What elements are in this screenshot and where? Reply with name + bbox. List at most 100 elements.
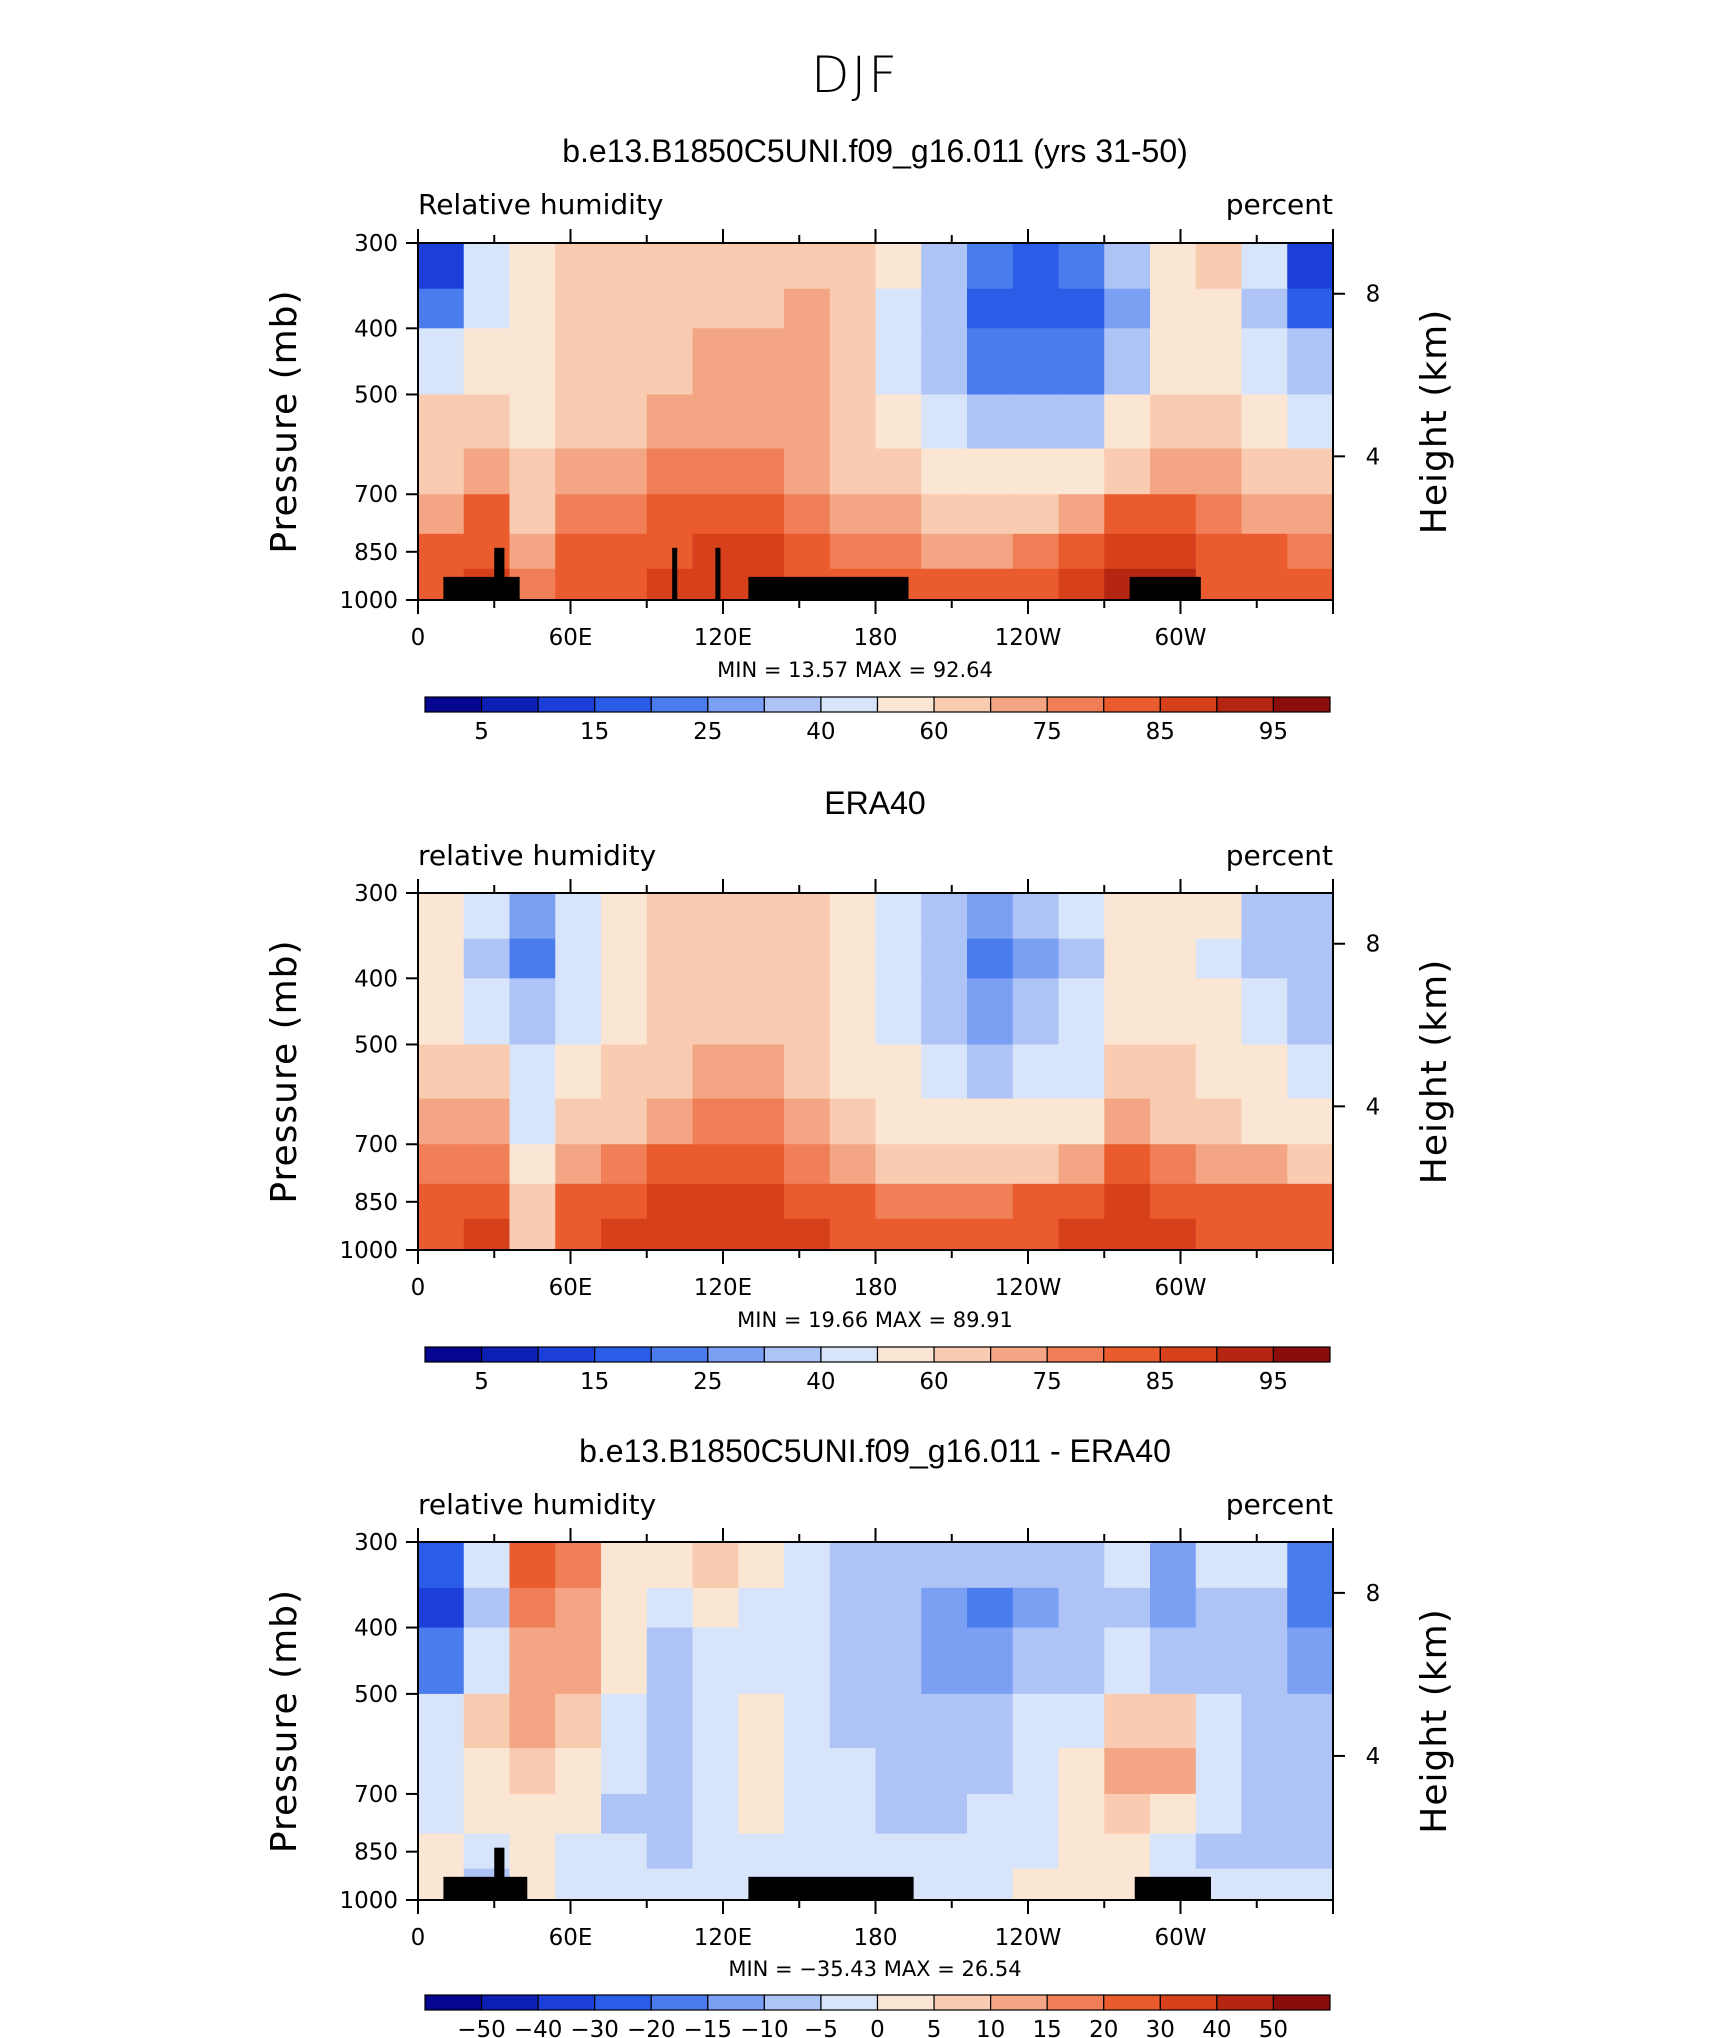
field-cell xyxy=(875,1183,922,1220)
field-cell xyxy=(967,448,1014,495)
field-cell xyxy=(1241,1587,1288,1629)
field-cell xyxy=(738,938,785,979)
field-cell xyxy=(1058,978,1105,1046)
y-tick-label: 500 xyxy=(354,1032,398,1058)
field-cell xyxy=(601,394,648,450)
field-cell xyxy=(463,1183,511,1220)
field-cell xyxy=(967,568,1014,601)
field-cell xyxy=(1012,288,1060,329)
field-cell xyxy=(829,1542,877,1589)
field-cell xyxy=(967,1748,1014,1795)
field-cell xyxy=(921,1833,968,1870)
field-cell xyxy=(418,938,465,979)
field-cell xyxy=(418,1793,465,1835)
field-cell xyxy=(1241,1868,1288,1901)
panel-2-colorbar: 5 15 25 40 60 75 85 95 xyxy=(424,1346,1331,1395)
field-cell xyxy=(1058,243,1105,290)
field-cell xyxy=(1287,494,1334,535)
field-cell xyxy=(829,1044,877,1100)
field-cell xyxy=(646,1183,694,1220)
field-cell xyxy=(875,938,922,979)
land-mask xyxy=(494,547,505,600)
field-cell xyxy=(463,288,511,329)
field-cell xyxy=(1150,494,1197,535)
field-cell xyxy=(555,1183,602,1220)
field-cell xyxy=(418,978,465,1046)
panel-1-variable-label: Relative humidity xyxy=(418,188,663,221)
field-cell xyxy=(738,1218,785,1251)
field-cell xyxy=(967,1183,1014,1220)
field-cell xyxy=(738,1542,785,1589)
colorbar-swatch xyxy=(990,696,1048,713)
colorbar-swatch xyxy=(480,696,539,713)
field-cell xyxy=(1150,328,1197,396)
field-cell xyxy=(875,1044,922,1100)
colorbar-swatch xyxy=(1216,1346,1275,1363)
field-cell xyxy=(1287,1542,1334,1589)
field-cell xyxy=(921,533,968,570)
field-cell xyxy=(967,394,1014,450)
field-cell xyxy=(601,1693,648,1749)
colorbar-swatch xyxy=(876,1346,935,1363)
colorbar-swatch xyxy=(876,1994,935,2011)
panel-3-plot-area: 0 60E 120E 180 120W 60W 300 400 500 700 850 1000 8 4 P… xyxy=(264,1528,1455,1951)
field-cell xyxy=(463,448,511,495)
field-cell xyxy=(875,1748,922,1795)
field-cell xyxy=(1150,1044,1197,1100)
field-cell xyxy=(1150,394,1197,450)
field-cell xyxy=(829,1183,877,1220)
x-tick-label: 180 xyxy=(854,625,898,651)
field-cell xyxy=(1241,1183,1288,1220)
colorbar-swatch xyxy=(707,1994,765,2011)
colorbar-label: 40 xyxy=(1202,2017,1231,2038)
field-cell xyxy=(875,328,922,396)
field-cell xyxy=(555,568,602,601)
field-cell xyxy=(1287,1833,1334,1870)
field-cell xyxy=(1241,1144,1288,1185)
field-cell xyxy=(784,1542,831,1589)
colorbar-swatch xyxy=(933,1346,992,1363)
field-cell xyxy=(1150,1748,1197,1795)
colorbar-label: 25 xyxy=(693,719,722,745)
field-cell xyxy=(1104,893,1151,940)
field-cell xyxy=(784,1098,831,1145)
field-cell xyxy=(1195,448,1243,495)
field-cell xyxy=(646,1587,694,1629)
colorbar-swatch xyxy=(537,1346,596,1363)
field-cell xyxy=(875,394,922,450)
colorbar-swatch xyxy=(424,1346,483,1363)
field-cell xyxy=(784,328,831,396)
field-cell xyxy=(875,288,922,329)
field-cell xyxy=(555,1748,602,1795)
field-cell xyxy=(646,328,694,396)
field-cell xyxy=(418,328,465,396)
field-cell xyxy=(875,978,922,1046)
field-cell xyxy=(967,1868,1014,1901)
field-cell xyxy=(692,448,739,495)
field-cell xyxy=(692,1587,739,1629)
colorbar-label: 25 xyxy=(693,1369,722,1395)
field-cell xyxy=(1241,978,1288,1046)
field-cell xyxy=(692,1868,739,1901)
colorbar-label: −40 xyxy=(514,2017,563,2038)
field-cell xyxy=(921,1183,968,1220)
field-cell xyxy=(646,1542,694,1589)
field-cell xyxy=(1058,1044,1105,1100)
panel-2: ERA40 relative humidity percent 0 60E 120E… xyxy=(264,785,1455,1395)
panel-1-title: b.e13.B1850C5UNI.f09_g16.011 (yrs 31-50) xyxy=(562,133,1188,169)
field-cell xyxy=(555,893,602,940)
field-cell xyxy=(555,328,602,396)
field-cell xyxy=(646,1627,694,1695)
field-cell xyxy=(1012,1587,1060,1629)
x-tick-label: 120W xyxy=(995,1925,1062,1951)
field-cell xyxy=(1241,533,1288,570)
field-cell xyxy=(1058,1693,1105,1749)
colorbar-swatch xyxy=(1103,1994,1161,2011)
colorbar-label: 30 xyxy=(1146,2017,1175,2038)
colorbar-swatch xyxy=(424,696,483,713)
field-cell xyxy=(509,1693,556,1749)
field-cell xyxy=(921,1693,968,1749)
field-cell xyxy=(1287,243,1334,290)
field-cell xyxy=(967,328,1014,396)
field-cell xyxy=(967,1098,1014,1145)
